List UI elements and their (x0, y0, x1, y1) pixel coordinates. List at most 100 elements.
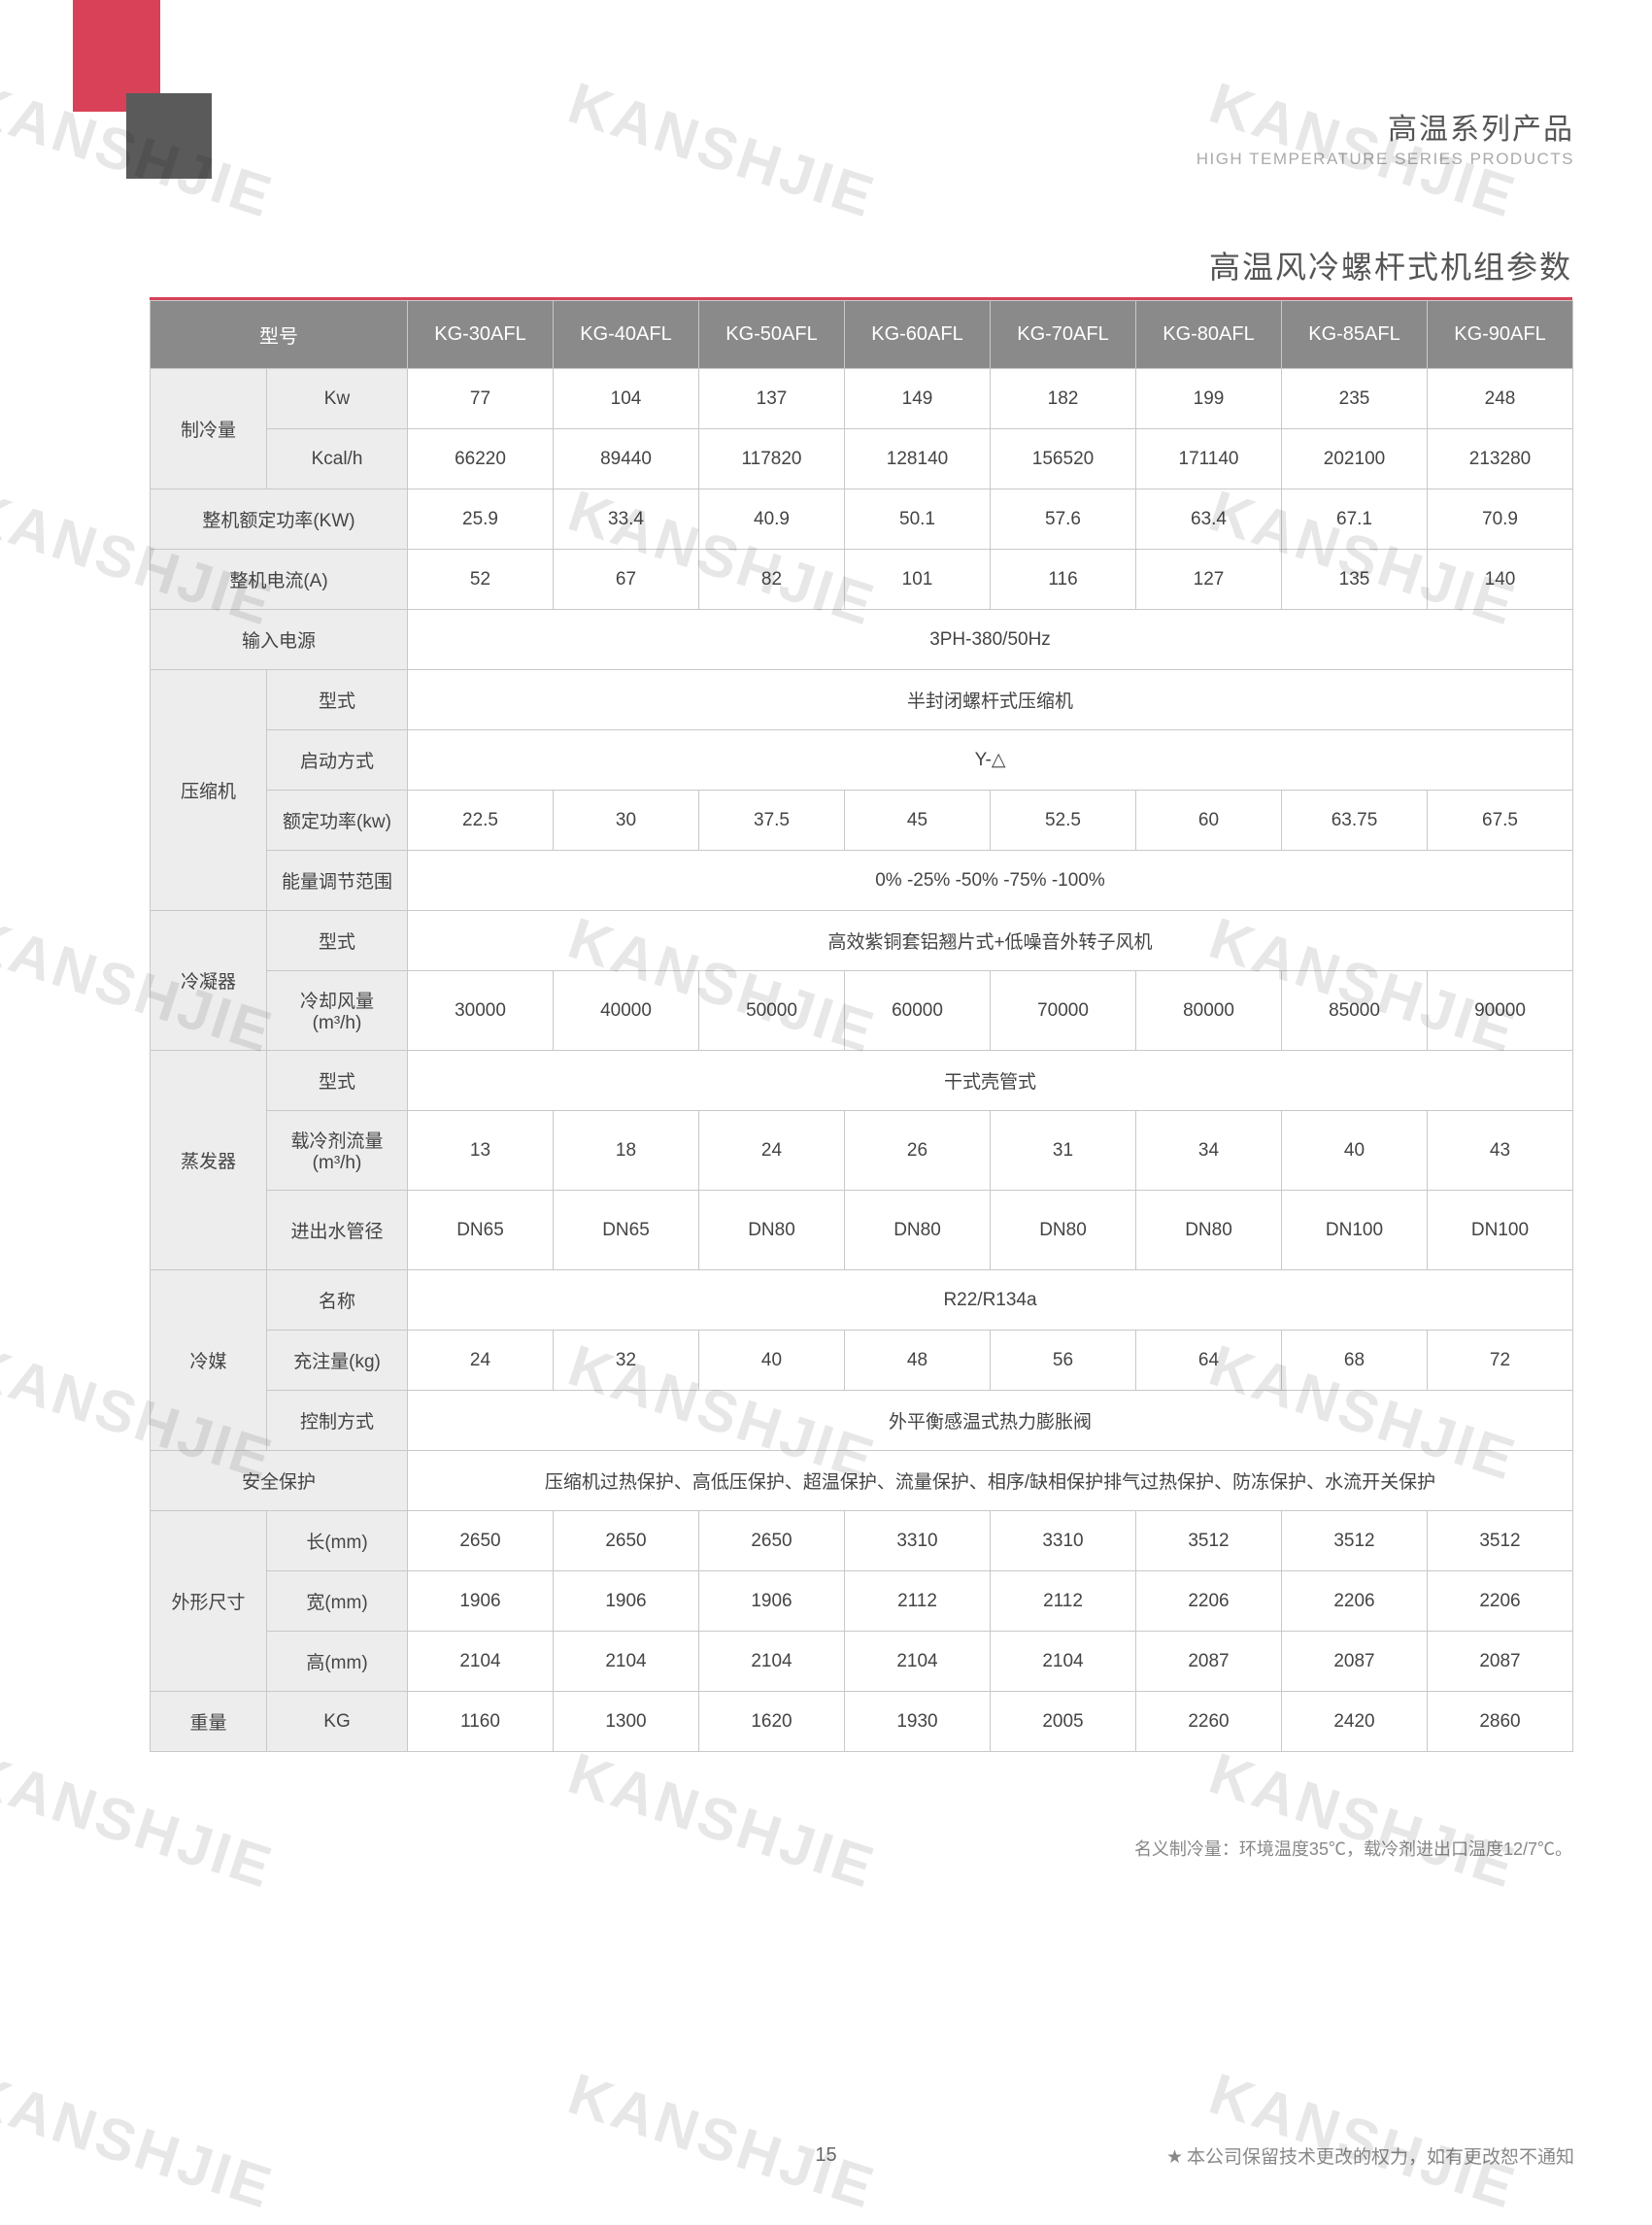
header-title-cn: 高温系列产品 (1197, 105, 1574, 148)
col-header-6: KG-85AFL (1282, 301, 1428, 369)
cell: 199 (1136, 369, 1282, 429)
cell: 137 (699, 369, 845, 429)
cell: 85000 (1282, 971, 1428, 1051)
cell: 31 (991, 1111, 1136, 1191)
cell: 1906 (699, 1571, 845, 1632)
cell: DN100 (1282, 1191, 1428, 1270)
cell: 50.1 (845, 489, 991, 550)
row-span-value: Y-△ (408, 730, 1573, 791)
row-span-value: 压缩机过热保护、高低压保护、超温保护、流量保护、相序/缺相保护排气过热保护、防冻… (408, 1451, 1573, 1511)
cell: 2260 (1136, 1692, 1282, 1752)
cell: 2104 (991, 1632, 1136, 1692)
row-sub-label: 额定功率(kw) (267, 791, 408, 851)
row-sub-label: 型式 (267, 1051, 408, 1111)
table-row: 制冷量Kw77104137149182199235248 (151, 369, 1573, 429)
row-sub-label: KG (267, 1692, 408, 1752)
cell: 2206 (1136, 1571, 1282, 1632)
cell: 3310 (991, 1511, 1136, 1571)
cell: 70.9 (1428, 489, 1573, 550)
cell: 2104 (845, 1632, 991, 1692)
table-row: 冷却风量(m³/h)300004000050000600007000080000… (151, 971, 1573, 1051)
star-icon: ★ (1166, 2147, 1183, 2168)
cell: DN100 (1428, 1191, 1573, 1270)
cell: 60000 (845, 971, 991, 1051)
cell: 56 (991, 1331, 1136, 1391)
cell: 2650 (408, 1511, 554, 1571)
table-row: 充注量(kg)2432404856646872 (151, 1331, 1573, 1391)
row-sub-label: 载冷剂流量(m³/h) (267, 1111, 408, 1191)
row-group-label: 冷凝器 (151, 911, 267, 1051)
row-sub-label: 高(mm) (267, 1632, 408, 1692)
table-row: 进出水管径DN65DN65DN80DN80DN80DN80DN100DN100 (151, 1191, 1573, 1270)
disclaimer-text: 本公司保留技术更改的权力，如有更改恕不通知 (1187, 2147, 1574, 2168)
cell: 1930 (845, 1692, 991, 1752)
row-group-label: 冷媒 (151, 1270, 267, 1451)
cell: 135 (1282, 550, 1428, 610)
spec-table-wrap: 型号KG-30AFLKG-40AFLKG-50AFLKG-60AFLKG-70A… (150, 297, 1572, 1752)
cell: 104 (554, 369, 699, 429)
accent-square-grey (126, 93, 212, 179)
cell: 2087 (1282, 1632, 1428, 1692)
cell: 90000 (1428, 971, 1573, 1051)
table-row: Kcal/h6622089440117820128140156520171140… (151, 429, 1573, 489)
cell: 50000 (699, 971, 845, 1051)
page-number: 15 (815, 2144, 836, 2167)
cell: DN65 (408, 1191, 554, 1270)
row-group-label: 安全保护 (151, 1451, 408, 1511)
cell: 67.5 (1428, 791, 1573, 851)
cell: 2005 (991, 1692, 1136, 1752)
cell: 3512 (1428, 1511, 1573, 1571)
row-span-value: R22/R134a (408, 1270, 1573, 1331)
col-header-model: 型号 (151, 301, 408, 369)
row-group-label: 输入电源 (151, 610, 408, 670)
cell: 2112 (845, 1571, 991, 1632)
cell: DN65 (554, 1191, 699, 1270)
cell: 1300 (554, 1692, 699, 1752)
cell: 77 (408, 369, 554, 429)
col-header-7: KG-90AFL (1428, 301, 1573, 369)
cell: 33.4 (554, 489, 699, 550)
cell: 13 (408, 1111, 554, 1191)
cell: 70000 (991, 971, 1136, 1051)
cell: 40000 (554, 971, 699, 1051)
cell: 2860 (1428, 1692, 1573, 1752)
cell: DN80 (991, 1191, 1136, 1270)
cell: 82 (699, 550, 845, 610)
table-row: 整机电流(A)526782101116127135140 (151, 550, 1573, 610)
row-group-label: 整机电流(A) (151, 550, 408, 610)
row-sub-label: 长(mm) (267, 1511, 408, 1571)
cell: 32 (554, 1331, 699, 1391)
table-row: 控制方式外平衡感温式热力膨胀阀 (151, 1391, 1573, 1451)
cell: 60 (1136, 791, 1282, 851)
cell: 156520 (991, 429, 1136, 489)
row-sub-label: 控制方式 (267, 1391, 408, 1451)
watermark-text: KANSHJIE (560, 2060, 884, 2222)
row-group-label: 整机额定功率(KW) (151, 489, 408, 550)
cell: 2112 (991, 1571, 1136, 1632)
cell: DN80 (699, 1191, 845, 1270)
cell: 2087 (1428, 1632, 1573, 1692)
table-row: 冷媒名称R22/R134a (151, 1270, 1573, 1331)
cell: 89440 (554, 429, 699, 489)
cell: 52 (408, 550, 554, 610)
table-row: 压缩机型式半封闭螺杆式压缩机 (151, 670, 1573, 730)
table-footnote: 名义制冷量：环境温度35℃，载冷剂进出口温度12/7℃。 (1134, 1836, 1572, 1861)
header-title-en: HIGH TEMPERATURE SERIES PRODUCTS (1197, 150, 1574, 169)
cell: DN80 (1136, 1191, 1282, 1270)
cell: 26 (845, 1111, 991, 1191)
cell: 116 (991, 550, 1136, 610)
cell: 80000 (1136, 971, 1282, 1051)
row-group-label: 蒸发器 (151, 1051, 267, 1270)
cell: 235 (1282, 369, 1428, 429)
cell: 72 (1428, 1331, 1573, 1391)
table-row: 宽(mm)19061906190621122112220622062206 (151, 1571, 1573, 1632)
cell: 2087 (1136, 1632, 1282, 1692)
cell: 67.1 (1282, 489, 1428, 550)
row-span-value: 3PH-380/50Hz (408, 610, 1573, 670)
cell: 24 (408, 1331, 554, 1391)
cell: 66220 (408, 429, 554, 489)
table-row: 安全保护压缩机过热保护、高低压保护、超温保护、流量保护、相序/缺相保护排气过热保… (151, 1451, 1573, 1511)
table-row: 冷凝器型式高效紫铜套铝翘片式+低噪音外转子风机 (151, 911, 1573, 971)
row-sub-label: 宽(mm) (267, 1571, 408, 1632)
cell: 127 (1136, 550, 1282, 610)
